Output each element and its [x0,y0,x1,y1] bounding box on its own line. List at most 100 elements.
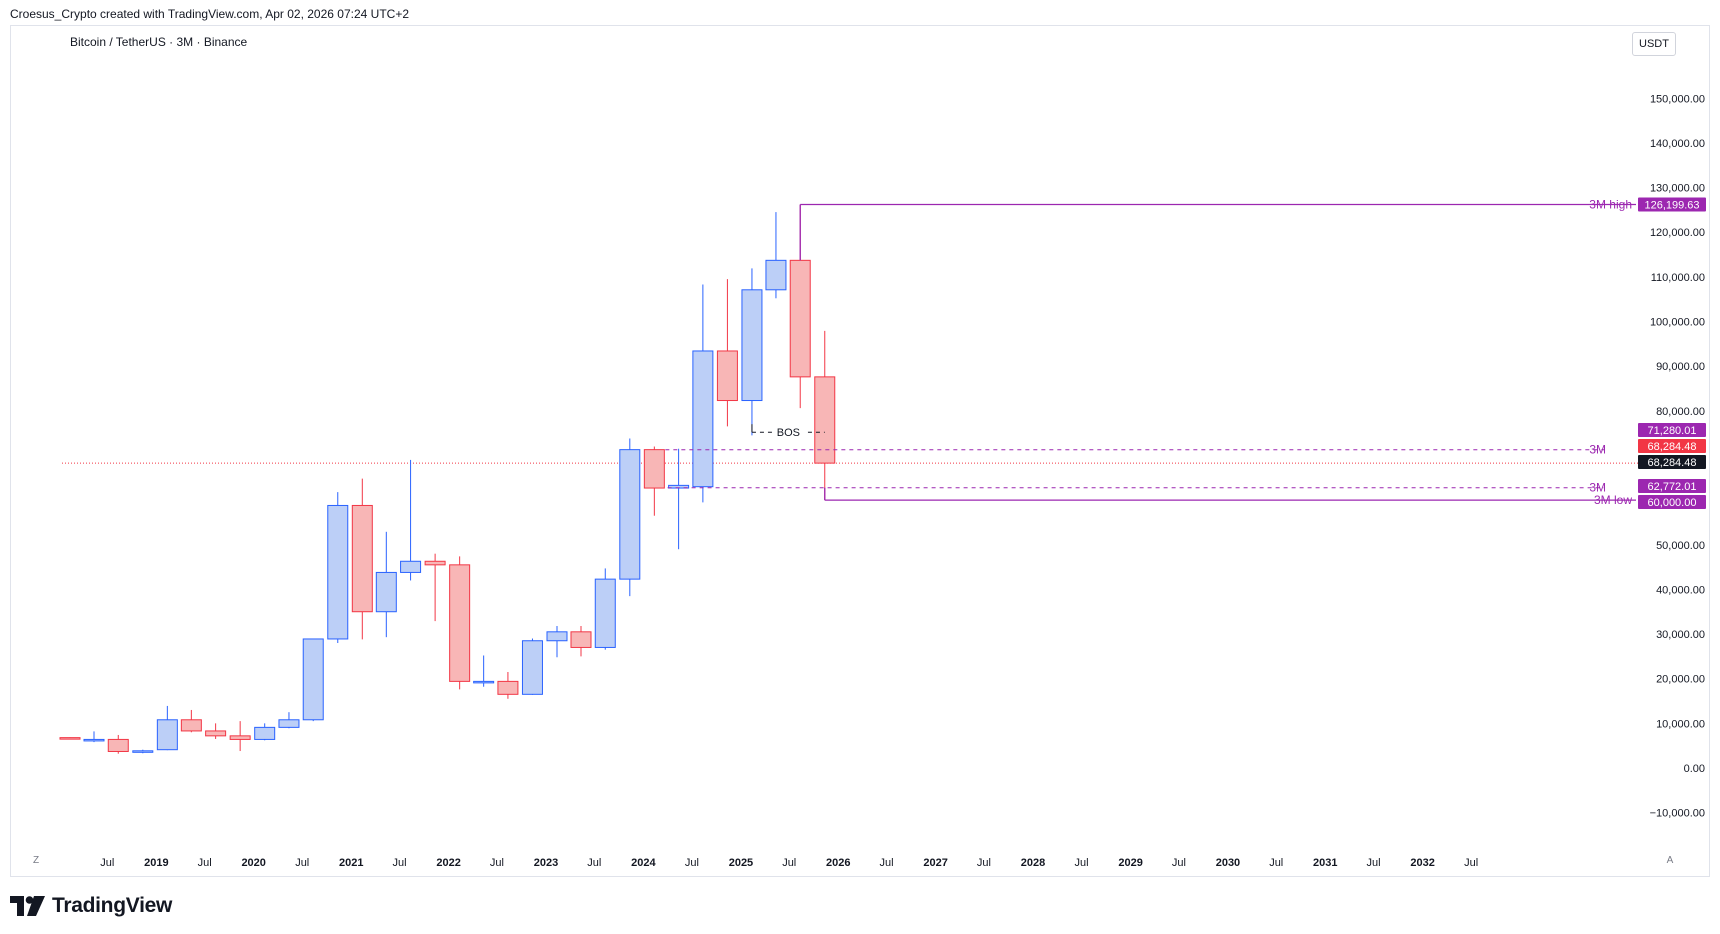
x-tick-label: 2026 [826,857,850,869]
x-tick-label: Jul [1074,857,1088,869]
x-tick-label: 2024 [631,857,656,869]
x-tick-label: Jul [198,857,212,869]
high-label: 3M high [1589,198,1632,212]
auto-scale-toggle[interactable]: A [1666,855,1674,866]
y-tick-label: 140,000.00 [1650,138,1705,150]
tradingview-logo-icon [10,896,45,916]
candle-body [570,631,592,648]
y-tick-label: 40,000.00 [1656,584,1705,596]
candle-body [497,680,519,695]
level1-price-tag: 71,280.01 [1648,425,1697,437]
x-tick-label: 2031 [1313,857,1337,869]
candle-body [351,504,373,613]
candle-body [594,578,616,648]
candle-body [741,289,763,402]
y-tick-label: 10,000.00 [1656,718,1705,730]
candle-body [424,560,446,566]
candle-body [205,730,227,737]
y-tick-label: −10,000.00 [1650,808,1705,820]
x-tick-label: 2019 [144,857,168,869]
candle-body [156,719,178,751]
x-tick-label: Jul [685,857,699,869]
tradingview-logo: TradingView [10,893,172,919]
level2-price-tag-bg [1638,479,1706,493]
candle-body [449,564,471,682]
y-tick-label: 100,000.00 [1650,317,1705,329]
candle-body [132,750,154,753]
timezone-toggle[interactable]: Z [32,855,40,866]
x-tick-label: Jul [1464,857,1478,869]
candle-body [473,680,495,684]
low-price-tag: 60,000.00 [1648,497,1697,509]
x-tick-label: Jul [977,857,991,869]
level1-label: 3M [1589,443,1606,457]
candle-body [619,449,641,580]
bos-label: BOS [777,427,800,439]
candle-body [107,738,129,752]
level2-label: 3M [1589,481,1606,495]
currency-button[interactable]: USDT [1632,32,1676,56]
chart-caption: Croesus_Crypto created with TradingView.… [10,7,409,21]
candle-body [814,376,836,464]
bos-label-bg [772,424,805,439]
candle-body [521,640,543,695]
y-tick-label: 30,000.00 [1656,629,1705,641]
x-tick-label: Jul [1367,857,1381,869]
chart-frame [10,25,1710,877]
x-tick-label: Jul [1269,857,1283,869]
x-tick-label: 2022 [436,857,460,869]
last-price-tag: 68,284.48 [1648,441,1697,453]
x-tick-label: Jul [880,857,894,869]
y-tick-label: 20,000.00 [1656,674,1705,686]
candle-body [716,350,738,402]
x-tick-label: Jul [295,857,309,869]
y-tick-label: 150,000.00 [1650,93,1705,105]
candle-body [643,449,665,489]
x-tick-label: 2025 [729,857,753,869]
x-tick-label: 2023 [534,857,558,869]
x-tick-label: Jul [490,857,504,869]
candle-body [180,719,202,732]
y-tick-label: 110,000.00 [1651,272,1705,284]
symbol-title: Bitcoin / TetherUS · 3M · Binance [70,35,248,49]
candle-body [278,719,300,728]
x-tick-label: 2028 [1021,857,1045,869]
x-tick-label: 2029 [1118,857,1142,869]
level1-price-tag-bg [1638,423,1706,437]
candle-body [692,350,714,488]
high-price-tag-bg [1638,197,1706,212]
candle-body [375,571,397,613]
x-tick-label: 2027 [923,857,947,869]
y-tick-label: 130,000.00 [1650,183,1705,195]
tradingview-logo-text: TradingView [52,894,173,917]
y-tick-label: 0.00 [1684,763,1705,775]
x-tick-label: Jul [1172,857,1186,869]
candle-body [765,259,787,291]
candle-body [83,738,105,742]
level2-price-tag: 62,772.01 [1648,481,1697,493]
high-price-tag: 126,199.63 [1644,200,1699,212]
x-tick-label: 2021 [339,857,363,869]
close-price-tag-bg [1638,455,1706,469]
x-tick-label: 2032 [1410,857,1434,869]
candle-body [546,631,568,642]
x-tick-label: 2030 [1216,857,1240,869]
y-tick-label: 80,000.00 [1656,406,1705,418]
candle-body [254,726,276,740]
candle-body [59,737,81,740]
low-label: 3M low [1594,493,1632,507]
candle-body [229,735,251,740]
x-tick-label: 2020 [241,857,265,869]
close-price-tag: 68,284.48 [1648,457,1697,469]
low-price-tag-bg [1638,495,1706,509]
x-tick-label: Jul [393,857,407,869]
y-tick-label: 90,000.00 [1656,361,1705,373]
candle-body [327,504,349,640]
y-tick-label: 120,000.00 [1650,227,1705,239]
y-tick-label: 50,000.00 [1656,540,1705,552]
candle-body [789,259,811,378]
last-price-tag-bg [1638,439,1706,453]
candle-body [302,638,324,721]
x-tick-label: Jul [587,857,601,869]
